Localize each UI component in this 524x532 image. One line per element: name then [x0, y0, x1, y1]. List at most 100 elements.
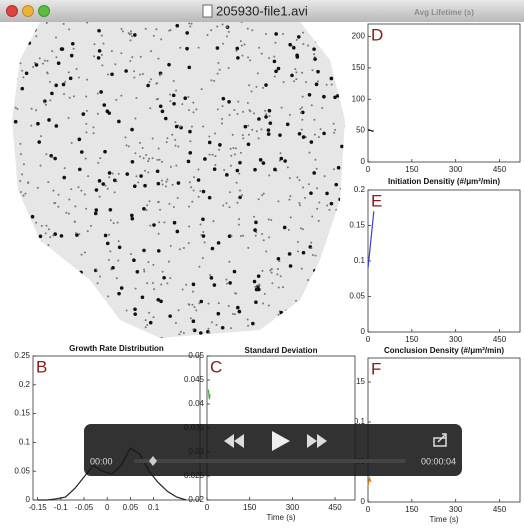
- punctum: [173, 80, 175, 82]
- punctum: [192, 328, 194, 330]
- punctum: [145, 319, 147, 321]
- punctum: [146, 324, 148, 326]
- punctum: [234, 313, 236, 315]
- punctum: [253, 112, 255, 114]
- punctum: [188, 226, 190, 228]
- punctum: [225, 202, 227, 204]
- x-tick-label: 0: [205, 503, 210, 512]
- punctum: [156, 98, 158, 100]
- punctum: [37, 140, 41, 144]
- punctum: [94, 208, 98, 212]
- punctum: [68, 213, 70, 215]
- x-tick-label: 0.1: [148, 503, 160, 512]
- punctum: [269, 115, 271, 117]
- punctum: [152, 223, 156, 227]
- punctum: [301, 106, 303, 108]
- punctum: [226, 283, 228, 285]
- punctum: [276, 273, 278, 275]
- punctum: [35, 222, 37, 224]
- x-tick-label: 300: [449, 165, 463, 174]
- punctum: [208, 141, 212, 145]
- punctum: [148, 312, 150, 314]
- punctum: [108, 176, 110, 178]
- y-tick-label: 0.05: [188, 351, 204, 360]
- punctum: [264, 83, 268, 87]
- punctum: [217, 62, 219, 64]
- punctum: [84, 251, 86, 253]
- close-button[interactable]: [7, 6, 18, 17]
- punctum: [302, 251, 306, 255]
- plot-title: Initiation Densitiy (#/μm²/min): [388, 177, 500, 186]
- plot-title: Avg Lifetime (s): [414, 8, 474, 17]
- punctum: [317, 80, 319, 82]
- punctum: [60, 47, 64, 51]
- punctum: [235, 47, 239, 51]
- punctum: [134, 152, 136, 154]
- punctum: [45, 104, 47, 106]
- punctum: [216, 324, 218, 326]
- punctum: [217, 241, 221, 245]
- punctum: [192, 304, 194, 306]
- punctum: [251, 129, 253, 131]
- punctum: [19, 143, 21, 145]
- punctum: [168, 314, 172, 318]
- punctum: [40, 165, 42, 167]
- punctum: [84, 193, 86, 195]
- punctum: [57, 61, 61, 65]
- punctum: [289, 114, 291, 116]
- punctum: [142, 147, 144, 149]
- punctum: [180, 331, 182, 333]
- y-tick-label: 0.05: [14, 466, 30, 475]
- punctum: [278, 260, 280, 262]
- punctum: [60, 234, 64, 238]
- punctum: [107, 73, 109, 75]
- punctum: [25, 71, 29, 75]
- punctum: [198, 47, 200, 49]
- punctum: [188, 130, 192, 134]
- punctum: [298, 202, 300, 204]
- punctum: [277, 67, 281, 71]
- zoom-button[interactable]: [39, 6, 50, 17]
- punctum: [131, 160, 135, 164]
- punctum: [85, 158, 87, 160]
- punctum: [143, 271, 145, 273]
- punctum: [295, 71, 297, 73]
- scrubber-track[interactable]: [134, 459, 406, 463]
- punctum: [120, 28, 122, 30]
- punctum: [192, 291, 194, 293]
- punctum: [308, 152, 310, 154]
- punctum: [221, 118, 223, 120]
- punctum: [126, 144, 128, 146]
- punctum: [159, 300, 163, 304]
- punctum: [312, 47, 316, 51]
- x-tick-label: 0: [366, 505, 371, 514]
- punctum: [49, 81, 51, 83]
- punctum: [316, 70, 320, 74]
- y-tick-label: 0.05: [349, 292, 365, 301]
- punctum: [297, 241, 299, 243]
- punctum: [42, 63, 44, 65]
- punctum: [120, 52, 122, 54]
- punctum: [334, 129, 336, 131]
- punctum: [289, 195, 291, 197]
- punctum: [139, 174, 143, 178]
- punctum: [254, 286, 256, 288]
- punctum: [192, 319, 196, 323]
- axes: [368, 24, 520, 162]
- punctum: [108, 171, 112, 175]
- punctum: [199, 224, 201, 226]
- punctum: [49, 99, 51, 101]
- punctum: [314, 159, 316, 161]
- duration: 00:00:04: [421, 456, 456, 466]
- punctum: [240, 40, 242, 42]
- punctum: [46, 72, 48, 74]
- punctum: [81, 254, 83, 256]
- minimize-button[interactable]: [23, 6, 34, 17]
- punctum: [257, 117, 261, 121]
- punctum: [157, 249, 161, 253]
- punctum: [192, 283, 196, 287]
- punctum: [37, 187, 39, 189]
- punctum: [253, 216, 255, 218]
- punctum: [208, 328, 210, 330]
- punctum: [133, 70, 135, 72]
